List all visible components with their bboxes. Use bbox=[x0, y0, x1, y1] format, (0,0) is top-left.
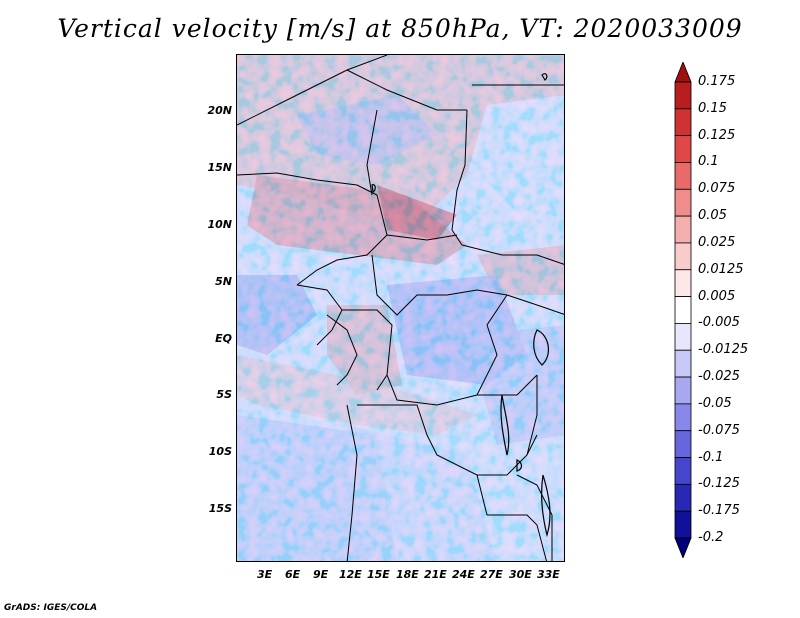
colorbar-top-arrow bbox=[674, 62, 692, 83]
lon-label-33e: 33E bbox=[537, 568, 560, 581]
lon-label-27e: 27E bbox=[480, 568, 503, 581]
lat-label-5n: 5N bbox=[215, 275, 232, 288]
colorbar-label: -0.175 bbox=[698, 503, 740, 519]
colorbar-bottom-arrow bbox=[674, 537, 692, 558]
colorbar bbox=[674, 62, 692, 558]
lat-label-20n: 20N bbox=[207, 104, 232, 117]
velocity-field-map bbox=[237, 55, 564, 561]
colorbar-label: -0.075 bbox=[698, 422, 740, 438]
colorbar-segment bbox=[674, 349, 692, 378]
colorbar-label: -0.005 bbox=[698, 315, 740, 331]
colorbar-segment bbox=[674, 162, 692, 190]
lon-label-15e: 15E bbox=[367, 568, 390, 581]
colorbar-label: 0.125 bbox=[698, 127, 736, 143]
colorbar-segment bbox=[674, 457, 692, 485]
colorbar-segment bbox=[674, 403, 692, 432]
colorbar-segment bbox=[674, 188, 692, 217]
lon-label-3e: 3E bbox=[257, 568, 273, 581]
colorbar-segment bbox=[674, 108, 692, 137]
colorbar-segment bbox=[674, 483, 692, 512]
colorbar-label: 0.025 bbox=[698, 234, 736, 250]
lat-label-15s: 15S bbox=[208, 502, 232, 515]
lon-label-30e: 30E bbox=[509, 568, 532, 581]
lon-label-9e: 9E bbox=[313, 568, 329, 581]
lat-label-5s: 5S bbox=[216, 388, 232, 401]
colorbar-label: -0.1 bbox=[698, 449, 724, 465]
colorbar-segment bbox=[674, 376, 692, 405]
colorbar-label: 0.0125 bbox=[698, 261, 744, 277]
lon-label-6e: 6E bbox=[285, 568, 301, 581]
lon-label-21e: 21E bbox=[424, 568, 447, 581]
colorbar-label: 0.075 bbox=[698, 181, 736, 197]
map-panel bbox=[236, 54, 565, 562]
colorbar-segment bbox=[674, 135, 692, 163]
colorbar-label: 0.175 bbox=[698, 74, 736, 89]
colorbar-label: 0.15 bbox=[698, 100, 727, 116]
colorbar-label: 0.05 bbox=[698, 208, 727, 224]
lat-label-15n: 15N bbox=[207, 161, 232, 174]
lon-label-12e: 12E bbox=[339, 568, 362, 581]
lat-label-eq: EQ bbox=[215, 332, 232, 345]
colorbar-segment bbox=[674, 242, 692, 271]
colorbar-label: 0.005 bbox=[698, 288, 736, 304]
colorbar-label: 0.1 bbox=[698, 154, 719, 170]
lat-label-10n: 10N bbox=[207, 218, 232, 231]
lon-label-24e: 24E bbox=[452, 568, 475, 581]
colorbar-segment bbox=[674, 81, 692, 110]
colorbar-label: -0.125 bbox=[698, 476, 740, 492]
chart-title: Vertical velocity [m/s] at 850hPa, VT: 2… bbox=[57, 14, 743, 43]
lat-label-10s: 10S bbox=[208, 445, 232, 458]
colorbar-segment bbox=[674, 269, 692, 297]
colorbar-label: -0.0125 bbox=[698, 342, 749, 358]
colorbar-label: -0.2 bbox=[698, 530, 724, 545]
credit-text: GrADS: IGES/COLA bbox=[4, 603, 98, 613]
lon-label-18e: 18E bbox=[396, 568, 419, 581]
colorbar-segment bbox=[674, 215, 692, 244]
colorbar-segment bbox=[674, 323, 692, 351]
colorbar-label: -0.025 bbox=[698, 369, 740, 385]
colorbar-segment bbox=[674, 296, 692, 324]
colorbar-label: -0.05 bbox=[698, 395, 732, 411]
colorbar-segment bbox=[674, 510, 692, 539]
colorbar-segment bbox=[674, 430, 692, 458]
